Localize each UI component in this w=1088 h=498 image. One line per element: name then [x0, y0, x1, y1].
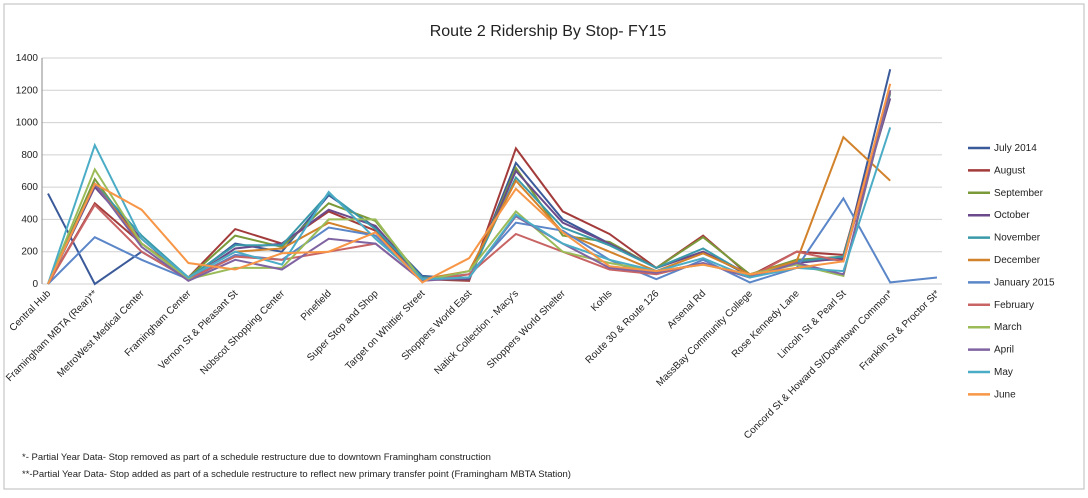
- legend-label: November: [994, 233, 1041, 244]
- y-tick-label: 1200: [16, 85, 39, 96]
- footnote: **-Partial Year Data- Stop added as part…: [22, 469, 571, 480]
- legend-label: July 2014: [994, 143, 1037, 154]
- legend-label: August: [994, 165, 1025, 176]
- legend-label: October: [994, 210, 1030, 221]
- legend-label: December: [994, 255, 1041, 266]
- series-line: [47, 83, 892, 285]
- y-tick-label: 1000: [16, 118, 39, 129]
- y-tick-label: 1400: [16, 53, 39, 64]
- footnote: *- Partial Year Data- Stop removed as pa…: [22, 452, 491, 463]
- chart-frame: [3, 3, 1085, 490]
- y-tick-label: 200: [21, 247, 38, 258]
- legend-label: January 2015: [994, 277, 1055, 288]
- y-tick-label: 600: [21, 182, 38, 193]
- legend-label: June: [994, 389, 1016, 400]
- legend-label: May: [994, 367, 1013, 378]
- legend-label: March: [994, 322, 1022, 333]
- legend-label: April: [994, 345, 1014, 356]
- chart-title: Route 2 Ridership By Stop- FY15: [430, 23, 667, 40]
- legend-label: September: [994, 188, 1044, 199]
- series-line: [47, 127, 892, 285]
- y-tick-label: 0: [32, 279, 38, 290]
- y-tick-label: 800: [21, 150, 38, 161]
- y-tick-label: 400: [21, 214, 38, 225]
- legend-label: February: [994, 300, 1034, 311]
